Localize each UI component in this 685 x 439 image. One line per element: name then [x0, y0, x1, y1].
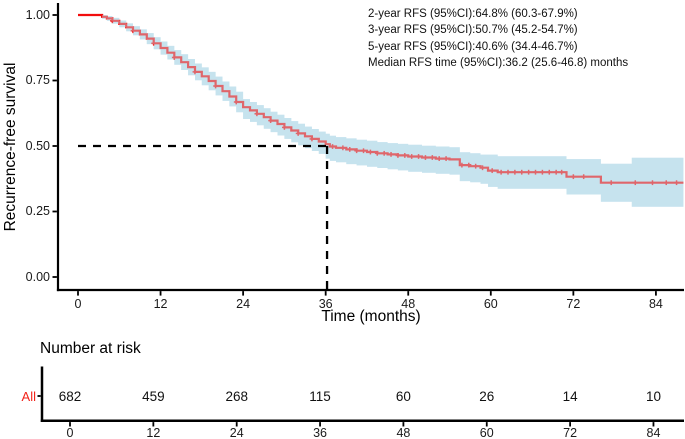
risk-table-title: Number at risk: [40, 340, 141, 357]
y-tick-label-0.75: 0.75: [25, 73, 50, 87]
x-tick-label-0: 0: [74, 296, 82, 311]
risk-count-60: 26: [479, 388, 495, 404]
x-tick-label-84: 84: [648, 296, 663, 311]
annotation-line-median: Median RFS time (95%CI):36.2 (25.6-46.8)…: [368, 57, 629, 70]
risk-count-36: 115: [309, 388, 331, 404]
risk-x-tick-label-24: 24: [229, 425, 244, 439]
x-tick-label-12: 12: [153, 296, 168, 311]
x-tick-label-24: 24: [236, 296, 251, 311]
risk-count-48: 60: [395, 388, 411, 404]
annotation-line-5yr: 5-year RFS (95%CI):40.6% (34.4-46.7%): [368, 40, 578, 53]
risk-x-tick-label-84: 84: [646, 425, 661, 439]
y-tick-label-0.50: 0.50: [25, 138, 50, 153]
y-tick-label-1.00: 1.00: [25, 7, 50, 22]
annotation-line-3yr: 3-year RFS (95%CI):50.7% (45.2-54.7%): [368, 24, 578, 37]
risk-x-tick-label-60: 60: [479, 425, 494, 439]
risk-x-tick-label-36: 36: [313, 425, 327, 439]
x-axis-title: Time (months): [321, 308, 421, 325]
confidence-band: [78, 15, 684, 207]
risk-count-12: 459: [142, 388, 165, 404]
survival-curve: [78, 13, 684, 184]
risk-count-84: 10: [645, 388, 661, 404]
y-tick-label-0.00: 0.00: [25, 269, 50, 284]
risk-count-24: 268: [225, 388, 248, 404]
x-tick-label-36: 36: [318, 296, 333, 311]
risk-x-tick-label-72: 72: [563, 425, 578, 439]
risk-row-label: All: [21, 389, 36, 404]
x-tick-label-48: 48: [401, 296, 416, 311]
risk-x-tick-label-0: 0: [66, 425, 74, 439]
risk-count-72: 14: [562, 388, 578, 404]
x-tick-label-72: 72: [566, 296, 581, 311]
annotation-box: 2-year RFS (95%CI):64.8% (60.3-67.9%) 3-…: [368, 6, 628, 72]
confidence-band-overlay: [78, 15, 684, 207]
annotation-line-2yr: 2-year RFS (95%CI):64.8% (60.3-67.9%): [368, 8, 578, 20]
risk-x-tick-label-12: 12: [146, 425, 161, 439]
y-tick-label-0.25: 0.25: [25, 204, 50, 218]
x-tick-label-60: 60: [483, 296, 498, 311]
risk-x-tick-label-48: 48: [396, 425, 411, 439]
risk-count-0: 682: [58, 388, 82, 404]
